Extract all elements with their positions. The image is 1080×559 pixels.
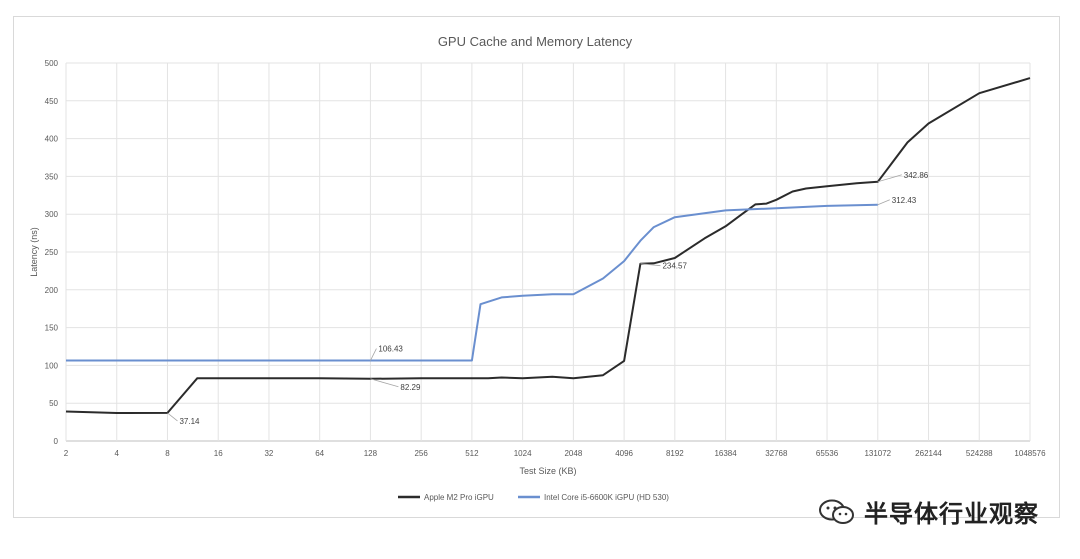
annotation-label: 106.43 (378, 345, 403, 354)
annotation-leader (877, 199, 890, 206)
chart-title: GPU Cache and Memory Latency (438, 34, 633, 49)
wechat-icon (818, 498, 856, 526)
x-tick-label: 2 (64, 449, 69, 458)
annotation-leader (877, 174, 902, 183)
y-tick-label: 50 (49, 399, 58, 408)
y-tick-label: 200 (45, 286, 59, 295)
y-tick-label: 300 (45, 210, 59, 219)
x-tick-label: 1048576 (1014, 449, 1046, 458)
x-tick-label: 4096 (615, 449, 633, 458)
x-tick-label: 8 (165, 449, 170, 458)
legend-label-1: Intel Core i5-6600K iGPU (HD 530) (544, 493, 669, 502)
y-tick-label: 350 (45, 172, 59, 181)
series-line-0 (65, 77, 1031, 414)
x-tick-label: 64 (315, 449, 324, 458)
x-tick-label: 65536 (816, 449, 839, 458)
x-tick-label: 8192 (666, 449, 684, 458)
y-tick-label: 450 (45, 97, 59, 106)
annotation-label: 234.57 (662, 262, 687, 271)
annotation-label: 312.43 (892, 196, 917, 205)
annotation-label: 342.86 (904, 171, 929, 180)
y-tick-label: 250 (45, 248, 59, 257)
annotation-label: 82.29 (400, 383, 421, 392)
annotation-leader (370, 348, 377, 361)
x-tick-label: 256 (414, 449, 428, 458)
x-axis-label: Test Size (KB) (519, 466, 576, 476)
x-tick-label: 16 (214, 449, 223, 458)
y-axis-label: Latency (ns) (29, 227, 39, 277)
annotation-leader (167, 412, 178, 422)
legend-label-0: Apple M2 Pro iGPU (424, 493, 494, 502)
y-tick-label: 100 (45, 361, 59, 370)
x-tick-label: 1024 (514, 449, 532, 458)
x-tick-label: 128 (364, 449, 378, 458)
y-tick-label: 500 (45, 59, 59, 68)
series-line-1 (66, 203, 878, 362)
annotation-leader (370, 378, 399, 388)
x-tick-label: 16384 (714, 449, 737, 458)
x-tick-label: 32768 (765, 449, 788, 458)
x-tick-label: 524288 (966, 449, 993, 458)
x-tick-label: 2048 (564, 449, 582, 458)
x-tick-label: 512 (465, 449, 479, 458)
watermark: 半导体行业观察 (818, 494, 1039, 529)
x-tick-label: 32 (264, 449, 273, 458)
annotation-leader (640, 263, 661, 267)
x-tick-label: 4 (115, 449, 120, 458)
annotation-label: 37.14 (179, 417, 200, 426)
chart-frame (13, 16, 1060, 518)
watermark-text: 半导体行业观察 (864, 500, 1039, 528)
x-tick-label: 262144 (915, 449, 942, 458)
y-tick-label: 400 (45, 135, 59, 144)
x-tick-label: 131072 (864, 449, 891, 458)
y-tick-label: 150 (45, 324, 59, 333)
y-tick-label: 0 (54, 437, 59, 446)
